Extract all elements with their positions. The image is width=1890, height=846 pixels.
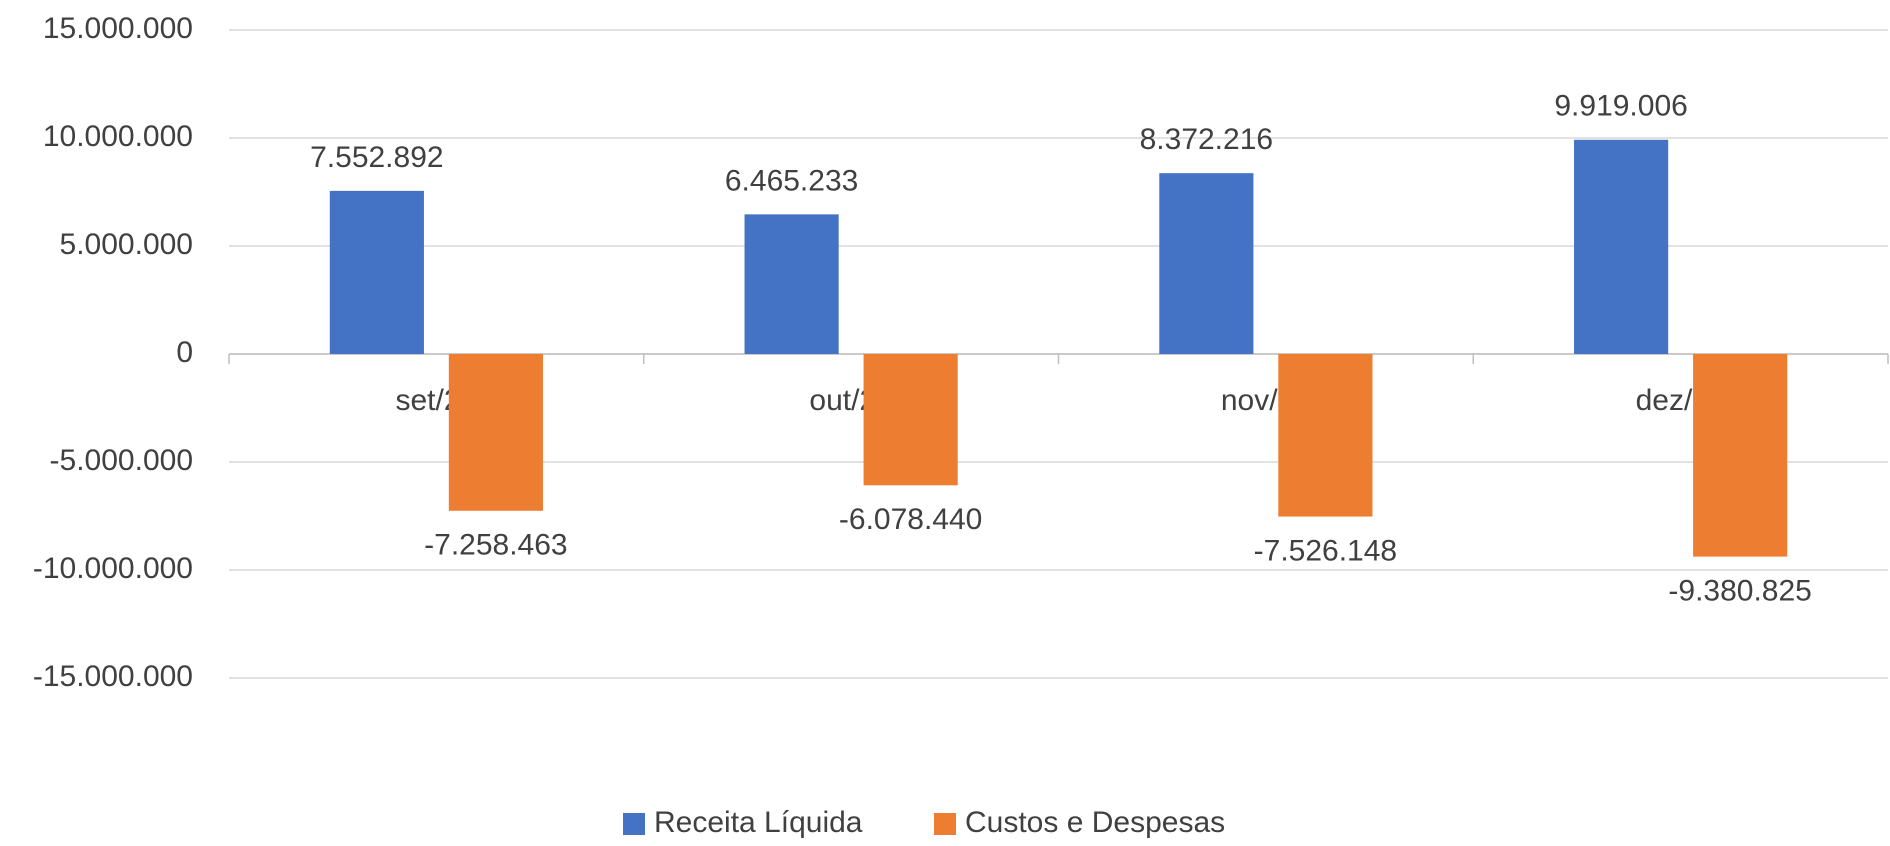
legend-label: Receita Líquida [654,806,863,839]
legend-swatch [934,813,956,835]
y-tick-label: 5.000.000 [60,228,193,261]
bar [1159,173,1254,354]
bar [448,354,543,511]
bar [329,190,424,354]
data-label: -6.078.440 [839,503,982,536]
y-tick-label: 0 [176,336,193,369]
y-tick-label: -10.000.000 [33,552,193,585]
data-label: 9.919.006 [1554,90,1687,123]
legend-swatch [623,813,645,835]
data-label: -7.258.463 [424,529,567,562]
legend-label: Custos e Despesas [965,806,1225,839]
bar [1574,139,1669,354]
bar [1278,354,1373,517]
y-tick-label: -15.000.000 [33,660,193,693]
bar [863,354,958,486]
data-label: -9.380.825 [1668,575,1811,608]
y-tick-label: -5.000.000 [50,444,193,477]
data-label: 8.372.216 [1140,123,1273,156]
data-label: 6.465.233 [725,164,858,197]
bar [744,214,839,354]
bar [1693,354,1788,557]
data-label: -7.526.148 [1254,534,1397,567]
y-tick-label: 10.000.000 [43,120,193,153]
y-tick-label: 15.000.000 [43,12,193,45]
data-label: 7.552.892 [310,141,443,174]
